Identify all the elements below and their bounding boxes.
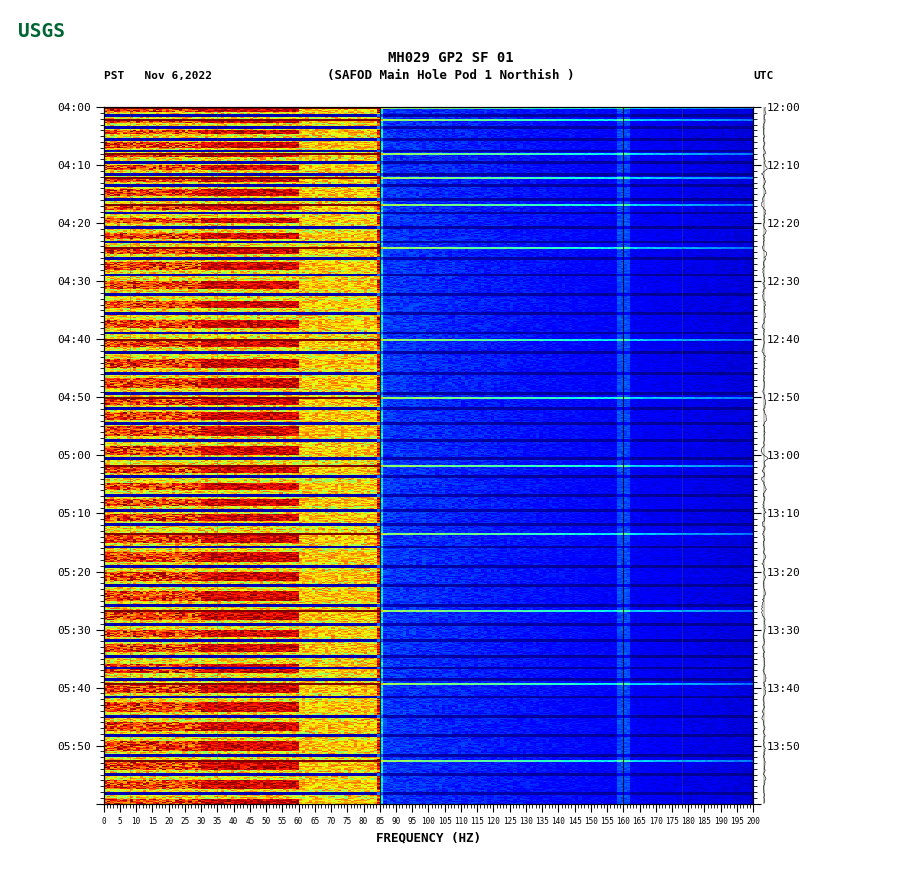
Text: (SAFOD Main Hole Pod 1 Northish ): (SAFOD Main Hole Pod 1 Northish ) <box>327 70 575 82</box>
Text: MH029 GP2 SF 01: MH029 GP2 SF 01 <box>388 51 514 65</box>
Text: PST   Nov 6,2022: PST Nov 6,2022 <box>104 71 212 81</box>
Text: UTC: UTC <box>753 71 773 81</box>
Text: USGS: USGS <box>18 22 65 41</box>
X-axis label: FREQUENCY (HZ): FREQUENCY (HZ) <box>376 831 481 845</box>
